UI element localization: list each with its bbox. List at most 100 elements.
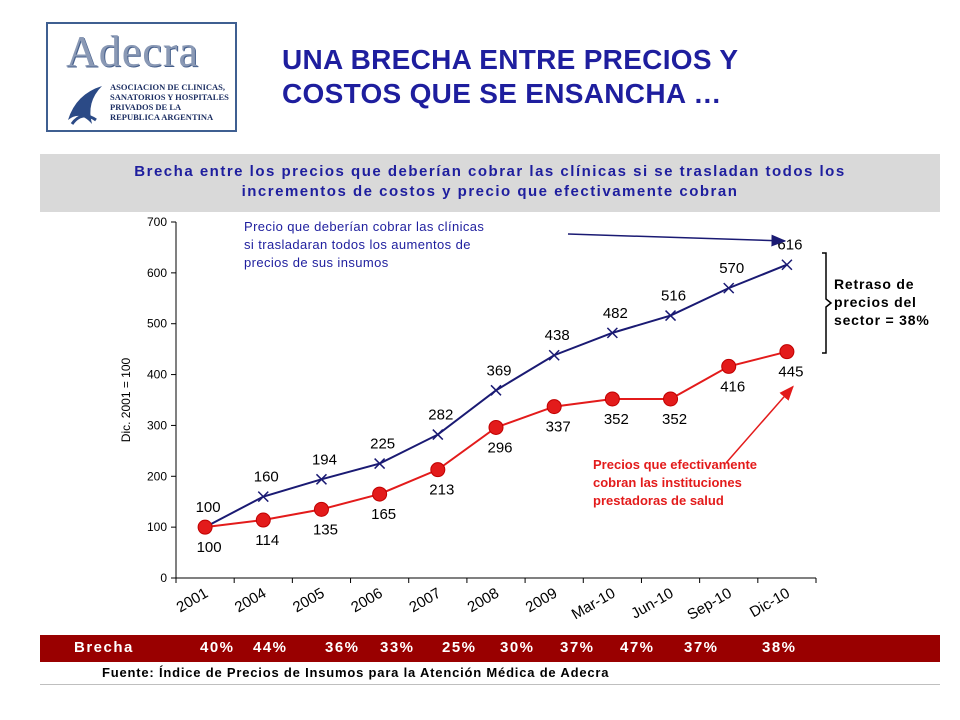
- data-label-lower: 352: [662, 411, 687, 428]
- x-tick-label: 2005: [290, 585, 327, 616]
- y-tick-label: 600: [147, 266, 167, 280]
- data-label-lower: 352: [604, 411, 629, 428]
- data-label-upper: 570: [719, 260, 744, 277]
- annotation-upper-line: precios de sus insumos: [244, 255, 389, 270]
- point-marker-upper: [257, 491, 269, 503]
- gap-annotation-line: Retraso de: [834, 276, 914, 292]
- annotation-upper-line: si trasladaran todos los aumentos de: [244, 237, 471, 252]
- logo-subtitle: ASOCIACION DE CLINICAS, SANATORIOS Y HOS…: [110, 82, 236, 122]
- slide-title-line: COSTOS QUE SE ENSANCHA …: [282, 78, 722, 109]
- source-text: Fuente: Índice de Precios de Insumos par…: [102, 665, 610, 680]
- chart-header-line: incrementos de costos y precio que efect…: [241, 183, 739, 200]
- y-tick-label: 0: [160, 571, 167, 585]
- point-marker-upper: [723, 282, 735, 294]
- x-tick-label: Sep-10: [684, 585, 734, 624]
- data-label-lower: 135: [313, 521, 338, 538]
- point-marker-lower: [663, 391, 679, 407]
- logo-subtitle-line: SANATORIOS Y HOSPITALES: [110, 92, 229, 102]
- annotation-arrow-upper: [567, 233, 787, 247]
- data-label-upper: 438: [545, 327, 570, 344]
- y-tick-label: 400: [147, 368, 167, 382]
- brecha-value: 44%: [253, 639, 288, 656]
- data-label-lower: 416: [720, 378, 745, 395]
- logo-subtitle-line: REPUBLICA ARGENTINA: [110, 112, 214, 122]
- data-label-upper: 616: [777, 237, 802, 254]
- data-label-lower: 165: [371, 506, 396, 523]
- x-tick-label: 2008: [465, 585, 502, 616]
- source-note: Fuente: Índice de Precios de Insumos par…: [40, 662, 940, 685]
- annotation-lower-line: Precios que efectivamente: [593, 457, 757, 472]
- x-tick-label: Jun-10: [628, 585, 676, 623]
- y-axis-label: Dic. 2001 = 100: [119, 357, 133, 442]
- data-label-upper: 482: [603, 305, 628, 322]
- point-marker-upper: [548, 349, 560, 361]
- y-tick-label: 500: [147, 317, 167, 331]
- brecha-value: 47%: [620, 639, 655, 656]
- data-label-lower: 445: [778, 364, 803, 381]
- point-marker-lower: [255, 512, 271, 528]
- logo-title: Adecra: [66, 27, 200, 76]
- brecha-value: 37%: [560, 639, 595, 656]
- point-marker-upper: [781, 259, 793, 271]
- chart-header: Brecha entre los precios que deberían co…: [40, 154, 940, 212]
- logo-subtitle-line: PRIVADOS DE LA: [110, 102, 182, 112]
- brecha-value: 36%: [325, 639, 360, 656]
- brecha-value: 38%: [762, 639, 797, 656]
- brecha-value: 25%: [442, 639, 477, 656]
- data-label-upper: 100: [196, 499, 221, 516]
- gap-annotation-line: precios del: [834, 294, 917, 310]
- data-label-upper: 282: [428, 407, 453, 424]
- y-tick-label: 700: [147, 215, 167, 229]
- point-marker-lower: [779, 344, 795, 360]
- gap-bracket: [822, 252, 833, 354]
- data-label-lower: 337: [546, 419, 571, 436]
- brecha-label: Brecha: [74, 639, 134, 656]
- x-tick-label: Dic-10: [747, 585, 793, 621]
- x-tick-label: 2001: [174, 585, 211, 616]
- adecra-logo: Adecra ASOCIACION DE CLINICAS, SANATORIO…: [46, 22, 237, 132]
- data-label-upper: 225: [370, 436, 395, 453]
- x-tick-label: Mar-10: [569, 585, 619, 623]
- gap-annotation-line: sector = 38%: [834, 312, 930, 328]
- point-marker-lower: [372, 486, 388, 502]
- data-label-lower: 100: [197, 539, 222, 556]
- logo-emblem-icon: [68, 86, 102, 125]
- point-marker-lower: [604, 391, 620, 407]
- annotation-arrow-lower: [725, 385, 794, 464]
- y-tick-label: 200: [147, 469, 167, 483]
- x-tick-label: 2009: [523, 585, 560, 616]
- data-label-lower: 213: [429, 482, 454, 499]
- y-tick-label: 100: [147, 520, 167, 534]
- x-tick-label: 2004: [232, 585, 269, 616]
- point-marker-upper: [374, 458, 386, 470]
- y-tick-label: 300: [147, 418, 167, 432]
- data-label-upper: 194: [312, 451, 337, 468]
- logo-subtitle-line: ASOCIACION DE CLINICAS,: [110, 82, 226, 92]
- brecha-value: 40%: [200, 639, 235, 656]
- point-marker-lower: [546, 399, 562, 415]
- annotation-lower-line: prestadoras de salud: [593, 493, 724, 508]
- data-label-upper: 369: [486, 362, 511, 379]
- x-tick-label: 2006: [348, 585, 385, 616]
- annotation-upper-line: Precio que deberían cobrar las clínicas: [244, 219, 484, 234]
- data-label-lower: 114: [255, 532, 279, 549]
- point-marker-upper: [490, 384, 502, 396]
- point-marker-upper: [432, 429, 444, 441]
- data-label-upper: 160: [254, 469, 279, 486]
- line-chart: 0 100 200 300 400 500 600 700 2001 2004 2005 2006 20…: [119, 215, 930, 624]
- slide-title-line: UNA BRECHA ENTRE PRECIOS Y: [282, 44, 739, 75]
- annotation-lower-line: cobran las instituciones: [593, 475, 742, 490]
- point-marker-lower: [488, 419, 504, 435]
- data-label-lower: 296: [487, 439, 512, 456]
- point-marker-lower: [197, 519, 213, 535]
- point-marker-lower: [721, 358, 737, 374]
- point-marker-upper: [315, 473, 327, 485]
- point-marker-upper: [606, 327, 618, 339]
- brecha-value: 33%: [380, 639, 415, 656]
- point-marker-lower: [430, 462, 446, 478]
- brecha-bar: Brecha 40% 44% 36% 33% 25% 30% 37% 47% 3…: [40, 635, 940, 662]
- point-marker-lower: [313, 501, 329, 517]
- data-label-upper: 516: [661, 288, 686, 305]
- brecha-value: 30%: [500, 639, 535, 656]
- x-tick-label: 2007: [406, 585, 443, 616]
